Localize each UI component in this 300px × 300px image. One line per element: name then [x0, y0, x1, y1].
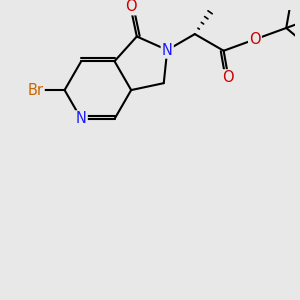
Text: O: O	[125, 0, 136, 14]
Text: Br: Br	[28, 82, 43, 98]
Text: O: O	[249, 32, 261, 47]
Text: N: N	[76, 111, 87, 126]
Text: N: N	[162, 43, 173, 58]
Text: O: O	[223, 70, 234, 85]
